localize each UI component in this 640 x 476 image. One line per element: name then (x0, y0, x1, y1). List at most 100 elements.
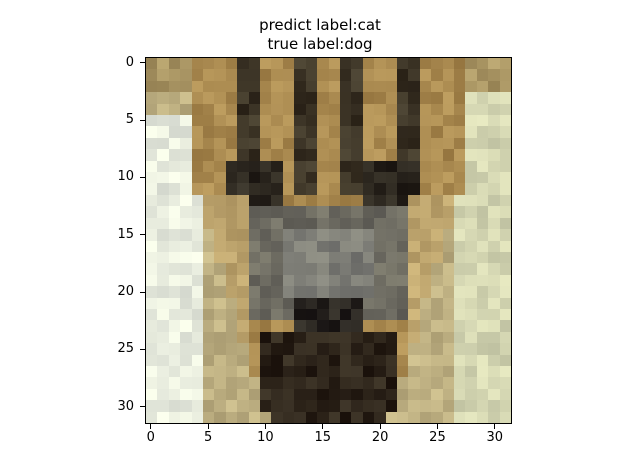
image-pixel (294, 320, 306, 332)
image-pixel (442, 400, 454, 412)
image-pixel (180, 411, 192, 423)
x-tick-label: 25 (429, 430, 446, 445)
image-pixel (442, 194, 454, 207)
image-pixel (305, 149, 318, 161)
x-tick-label: 5 (203, 430, 213, 445)
image-pixel (191, 92, 204, 104)
image-pixel (157, 206, 169, 218)
image-pixel (419, 206, 432, 218)
image-pixel (408, 308, 420, 321)
image-pixel (248, 411, 261, 423)
image-pixel (214, 183, 226, 195)
image-pixel (339, 251, 352, 264)
image-pixel (453, 58, 466, 70)
image-pixel (237, 308, 249, 321)
image-pixel (248, 103, 261, 116)
image-pixel (408, 354, 420, 366)
image-pixel (237, 388, 249, 401)
image-pixel (328, 194, 340, 207)
image-pixel (374, 217, 386, 230)
image-pixel (191, 137, 204, 150)
image-pixel (328, 172, 340, 184)
image-pixel (248, 263, 261, 275)
image-pixel (146, 160, 158, 173)
image-pixel (499, 400, 511, 412)
image-pixel (260, 411, 272, 423)
image-pixel (191, 229, 204, 241)
x-tick-label: 30 (486, 430, 504, 445)
image-pixel (157, 411, 169, 423)
image-pixel (374, 388, 386, 401)
image-pixel (408, 400, 420, 412)
image-pixel (453, 149, 466, 161)
image-pixel (339, 92, 352, 104)
image-pixel (157, 251, 169, 264)
image-pixel (305, 160, 318, 173)
image-pixel (271, 229, 283, 241)
image-pixel (453, 160, 466, 173)
image-pixel (203, 388, 215, 401)
image-pixel (419, 126, 432, 138)
image-pixel (396, 103, 409, 116)
image-pixel (499, 160, 511, 173)
image-pixel (431, 286, 443, 298)
image-pixel (203, 172, 215, 184)
image-pixel (385, 377, 397, 389)
image-pixel (362, 103, 375, 116)
image-pixel (317, 297, 329, 309)
image-pixel (317, 320, 329, 332)
image-pixel (339, 320, 352, 332)
image-pixel (305, 183, 318, 195)
image-pixel (453, 274, 466, 287)
image-pixel (499, 115, 511, 127)
image-pixel (339, 126, 352, 138)
image-pixel (328, 229, 340, 241)
image-pixel (271, 331, 283, 344)
image-pixel (191, 194, 204, 207)
image-pixel (191, 274, 204, 287)
image-pixel (248, 365, 261, 378)
image-pixel (408, 183, 420, 195)
image-pixel (282, 103, 295, 116)
image-pixel (408, 206, 420, 218)
image-pixel (168, 80, 181, 93)
image-pixel (488, 263, 500, 275)
image-pixel (351, 411, 363, 423)
image-pixel (191, 297, 204, 309)
image-pixel (499, 320, 511, 332)
image-pixel (157, 194, 169, 207)
image-pixel (203, 149, 215, 161)
image-pixel (146, 172, 158, 184)
image-pixel (476, 103, 489, 116)
image-pixel (214, 194, 226, 207)
image-pixel (294, 172, 306, 184)
image-pixel (146, 400, 158, 412)
image-pixel (260, 183, 272, 195)
image-pixel (374, 149, 386, 161)
image-pixel (260, 240, 272, 252)
image-pixel (180, 92, 192, 104)
image-pixel (351, 297, 363, 309)
image-pixel (180, 274, 192, 287)
image-pixel (237, 69, 249, 81)
image-pixel (374, 126, 386, 138)
image-pixel (328, 149, 340, 161)
image-pixel (214, 80, 226, 93)
image-pixel (488, 137, 500, 150)
x-tick-mark (322, 424, 324, 429)
image-pixel (180, 172, 192, 184)
image-pixel (442, 251, 454, 264)
image-pixel (339, 308, 352, 321)
image-pixel (225, 400, 238, 412)
image-pixel (499, 58, 511, 70)
image-pixel (225, 411, 238, 423)
image-pixel (237, 160, 249, 173)
y-tick-mark (140, 406, 145, 408)
image-pixel (260, 251, 272, 264)
image-pixel (396, 354, 409, 366)
image-pixel (453, 69, 466, 81)
image-pixel (294, 80, 306, 93)
image-pixel (499, 308, 511, 321)
image-pixel (488, 297, 500, 309)
image-pixel (351, 115, 363, 127)
